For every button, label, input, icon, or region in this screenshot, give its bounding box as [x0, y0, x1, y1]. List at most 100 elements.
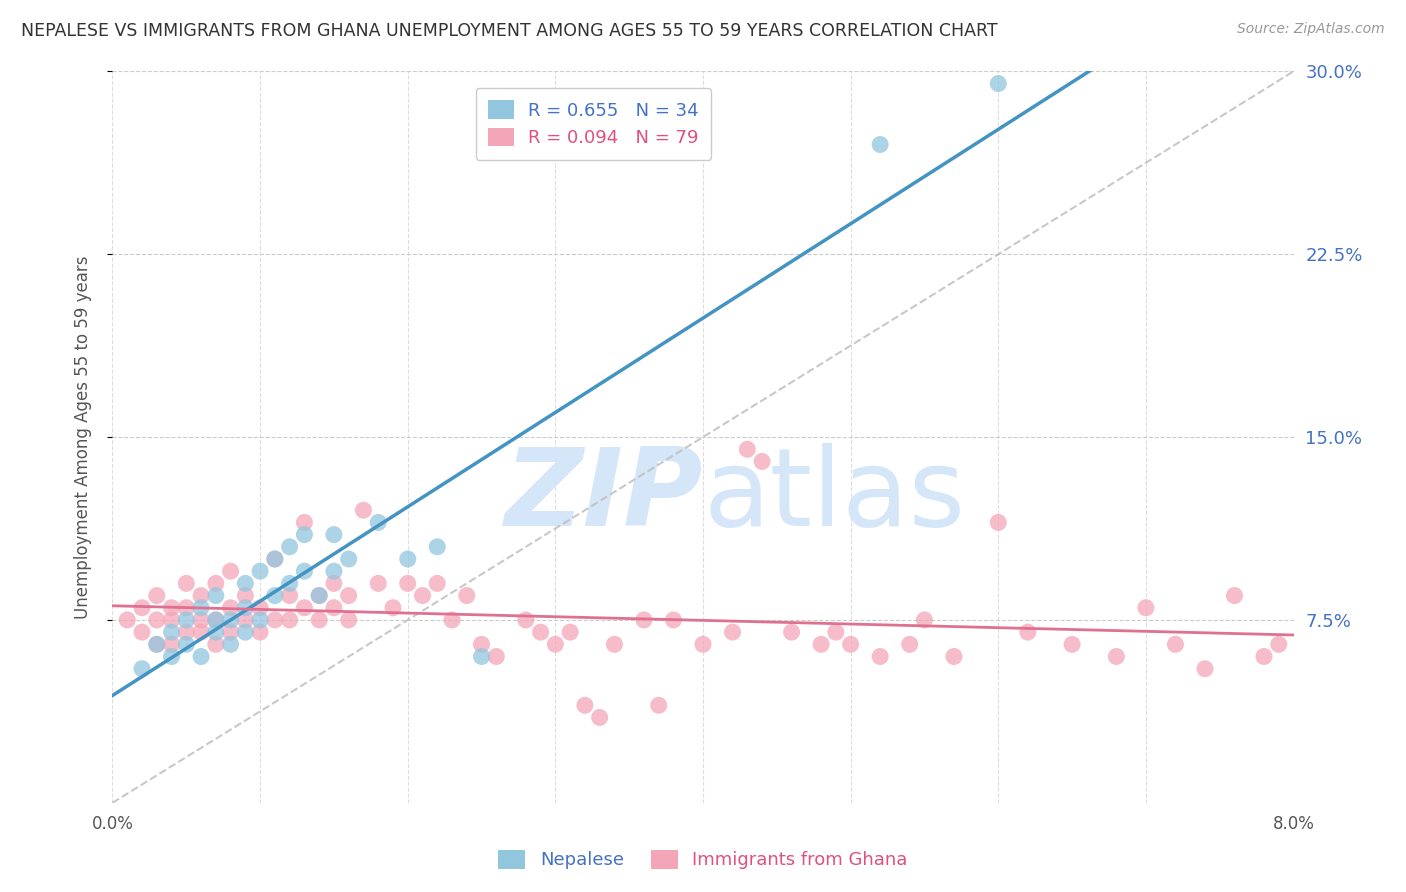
- Point: [264, 589, 287, 603]
- Point: [264, 613, 287, 627]
- Point: [662, 613, 685, 627]
- Point: [1105, 649, 1128, 664]
- Text: Source: ZipAtlas.com: Source: ZipAtlas.com: [1237, 22, 1385, 37]
- Point: [441, 613, 464, 627]
- Point: [205, 613, 228, 627]
- Point: [337, 613, 360, 627]
- Point: [160, 600, 183, 615]
- Point: [515, 613, 537, 627]
- Point: [190, 600, 212, 615]
- Point: [278, 540, 301, 554]
- Point: [249, 613, 271, 627]
- Point: [737, 442, 759, 457]
- Text: NEPALESE VS IMMIGRANTS FROM GHANA UNEMPLOYMENT AMONG AGES 55 TO 59 YEARS CORRELA: NEPALESE VS IMMIGRANTS FROM GHANA UNEMPL…: [21, 22, 998, 40]
- Text: ZIP: ZIP: [505, 442, 703, 549]
- Point: [1062, 637, 1084, 651]
- Point: [308, 589, 330, 603]
- Point: [323, 576, 346, 591]
- Point: [131, 600, 153, 615]
- Point: [308, 613, 330, 627]
- Point: [308, 589, 330, 603]
- Point: [264, 552, 287, 566]
- Point: [544, 637, 567, 651]
- Point: [839, 637, 862, 651]
- Point: [233, 613, 256, 627]
- Point: [174, 637, 197, 651]
- Point: [471, 649, 494, 664]
- Point: [117, 613, 138, 627]
- Point: [146, 589, 169, 603]
- Point: [160, 625, 183, 640]
- Point: [146, 613, 169, 627]
- Point: [205, 613, 228, 627]
- Point: [412, 589, 434, 603]
- Point: [146, 637, 169, 651]
- Point: [292, 600, 315, 615]
- Point: [174, 613, 197, 627]
- Point: [367, 576, 389, 591]
- Point: [898, 637, 921, 651]
- Point: [205, 637, 228, 651]
- Point: [633, 613, 655, 627]
- Point: [233, 589, 256, 603]
- Point: [233, 576, 256, 591]
- Point: [249, 564, 271, 578]
- Point: [1164, 637, 1187, 651]
- Point: [426, 576, 449, 591]
- Point: [692, 637, 714, 651]
- Point: [560, 625, 582, 640]
- Point: [190, 589, 212, 603]
- Point: [292, 564, 315, 578]
- Point: [233, 600, 256, 615]
- Point: [352, 503, 374, 517]
- Text: atlas: atlas: [703, 442, 965, 549]
- Point: [824, 625, 846, 640]
- Point: [160, 649, 183, 664]
- Point: [396, 576, 419, 591]
- Point: [647, 698, 671, 713]
- Point: [987, 77, 1010, 91]
- Legend: Nepalese, Immigrants from Ghana: Nepalese, Immigrants from Ghana: [489, 841, 917, 879]
- Point: [131, 662, 153, 676]
- Point: [219, 637, 242, 651]
- Point: [382, 600, 405, 615]
- Point: [205, 625, 228, 640]
- Point: [219, 600, 242, 615]
- Point: [751, 454, 773, 468]
- Point: [721, 625, 744, 640]
- Point: [323, 564, 346, 578]
- Point: [174, 600, 197, 615]
- Point: [190, 613, 212, 627]
- Point: [426, 540, 449, 554]
- Point: [1135, 600, 1157, 615]
- Point: [810, 637, 832, 651]
- Point: [471, 637, 494, 651]
- Point: [588, 710, 610, 724]
- Point: [160, 637, 183, 651]
- Point: [249, 625, 271, 640]
- Point: [174, 625, 197, 640]
- Point: [942, 649, 965, 664]
- Point: [292, 527, 315, 541]
- Point: [174, 576, 197, 591]
- Point: [205, 576, 228, 591]
- Point: [219, 625, 242, 640]
- Point: [292, 516, 315, 530]
- Point: [780, 625, 803, 640]
- Point: [337, 589, 360, 603]
- Point: [205, 589, 228, 603]
- Point: [131, 625, 153, 640]
- Point: [396, 552, 419, 566]
- Point: [323, 600, 346, 615]
- Legend: R = 0.655   N = 34, R = 0.094   N = 79: R = 0.655 N = 34, R = 0.094 N = 79: [475, 87, 711, 160]
- Point: [1017, 625, 1039, 640]
- Point: [190, 649, 212, 664]
- Point: [869, 137, 891, 152]
- Point: [190, 625, 212, 640]
- Point: [914, 613, 936, 627]
- Point: [1194, 662, 1216, 676]
- Point: [1223, 589, 1246, 603]
- Point: [219, 564, 242, 578]
- Point: [278, 589, 301, 603]
- Y-axis label: Unemployment Among Ages 55 to 59 years: Unemployment Among Ages 55 to 59 years: [73, 255, 91, 619]
